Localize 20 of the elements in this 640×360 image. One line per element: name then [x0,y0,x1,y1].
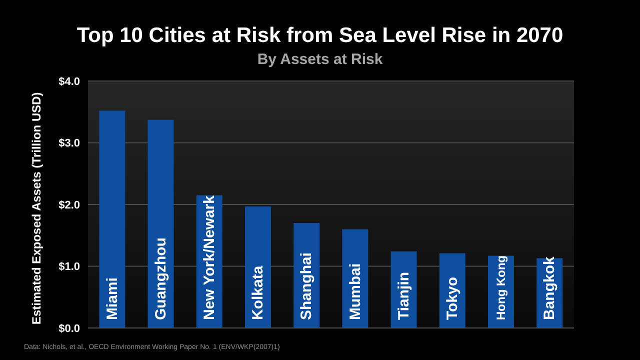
x-tick-label: Bangkok [541,256,558,320]
chart-title: Top 10 Cities at Risk from Sea Level Rise in 2070 [76,24,564,48]
y-tick-label: $1.0 [58,261,80,274]
y-tick-label: $2.0 [58,199,80,212]
x-tick-label: Kolkata [250,265,267,320]
x-tick-label: Tianjin [395,272,412,320]
x-tick-label: Miami [104,277,121,320]
chart-subtitle: By Assets at Risk [256,51,384,68]
y-tick-label: $3.0 [58,138,80,150]
y-tick-label: $4.0 [58,76,80,88]
x-tick-label: Hong Kong [494,255,508,320]
x-tick-label: Shanghai [298,252,316,320]
bar [99,110,126,328]
y-tick-label: $0.0 [58,322,80,335]
x-tick-label: Guangzhou [152,238,170,320]
x-tick-label: New York/Newark [201,194,218,320]
x-tick-label: Mumbai [346,263,364,320]
bar [148,120,174,328]
y-axis-title: Estimated Exposed Assets (Trillion USD) [29,92,44,324]
x-tick-label: Tokyo [444,276,461,320]
